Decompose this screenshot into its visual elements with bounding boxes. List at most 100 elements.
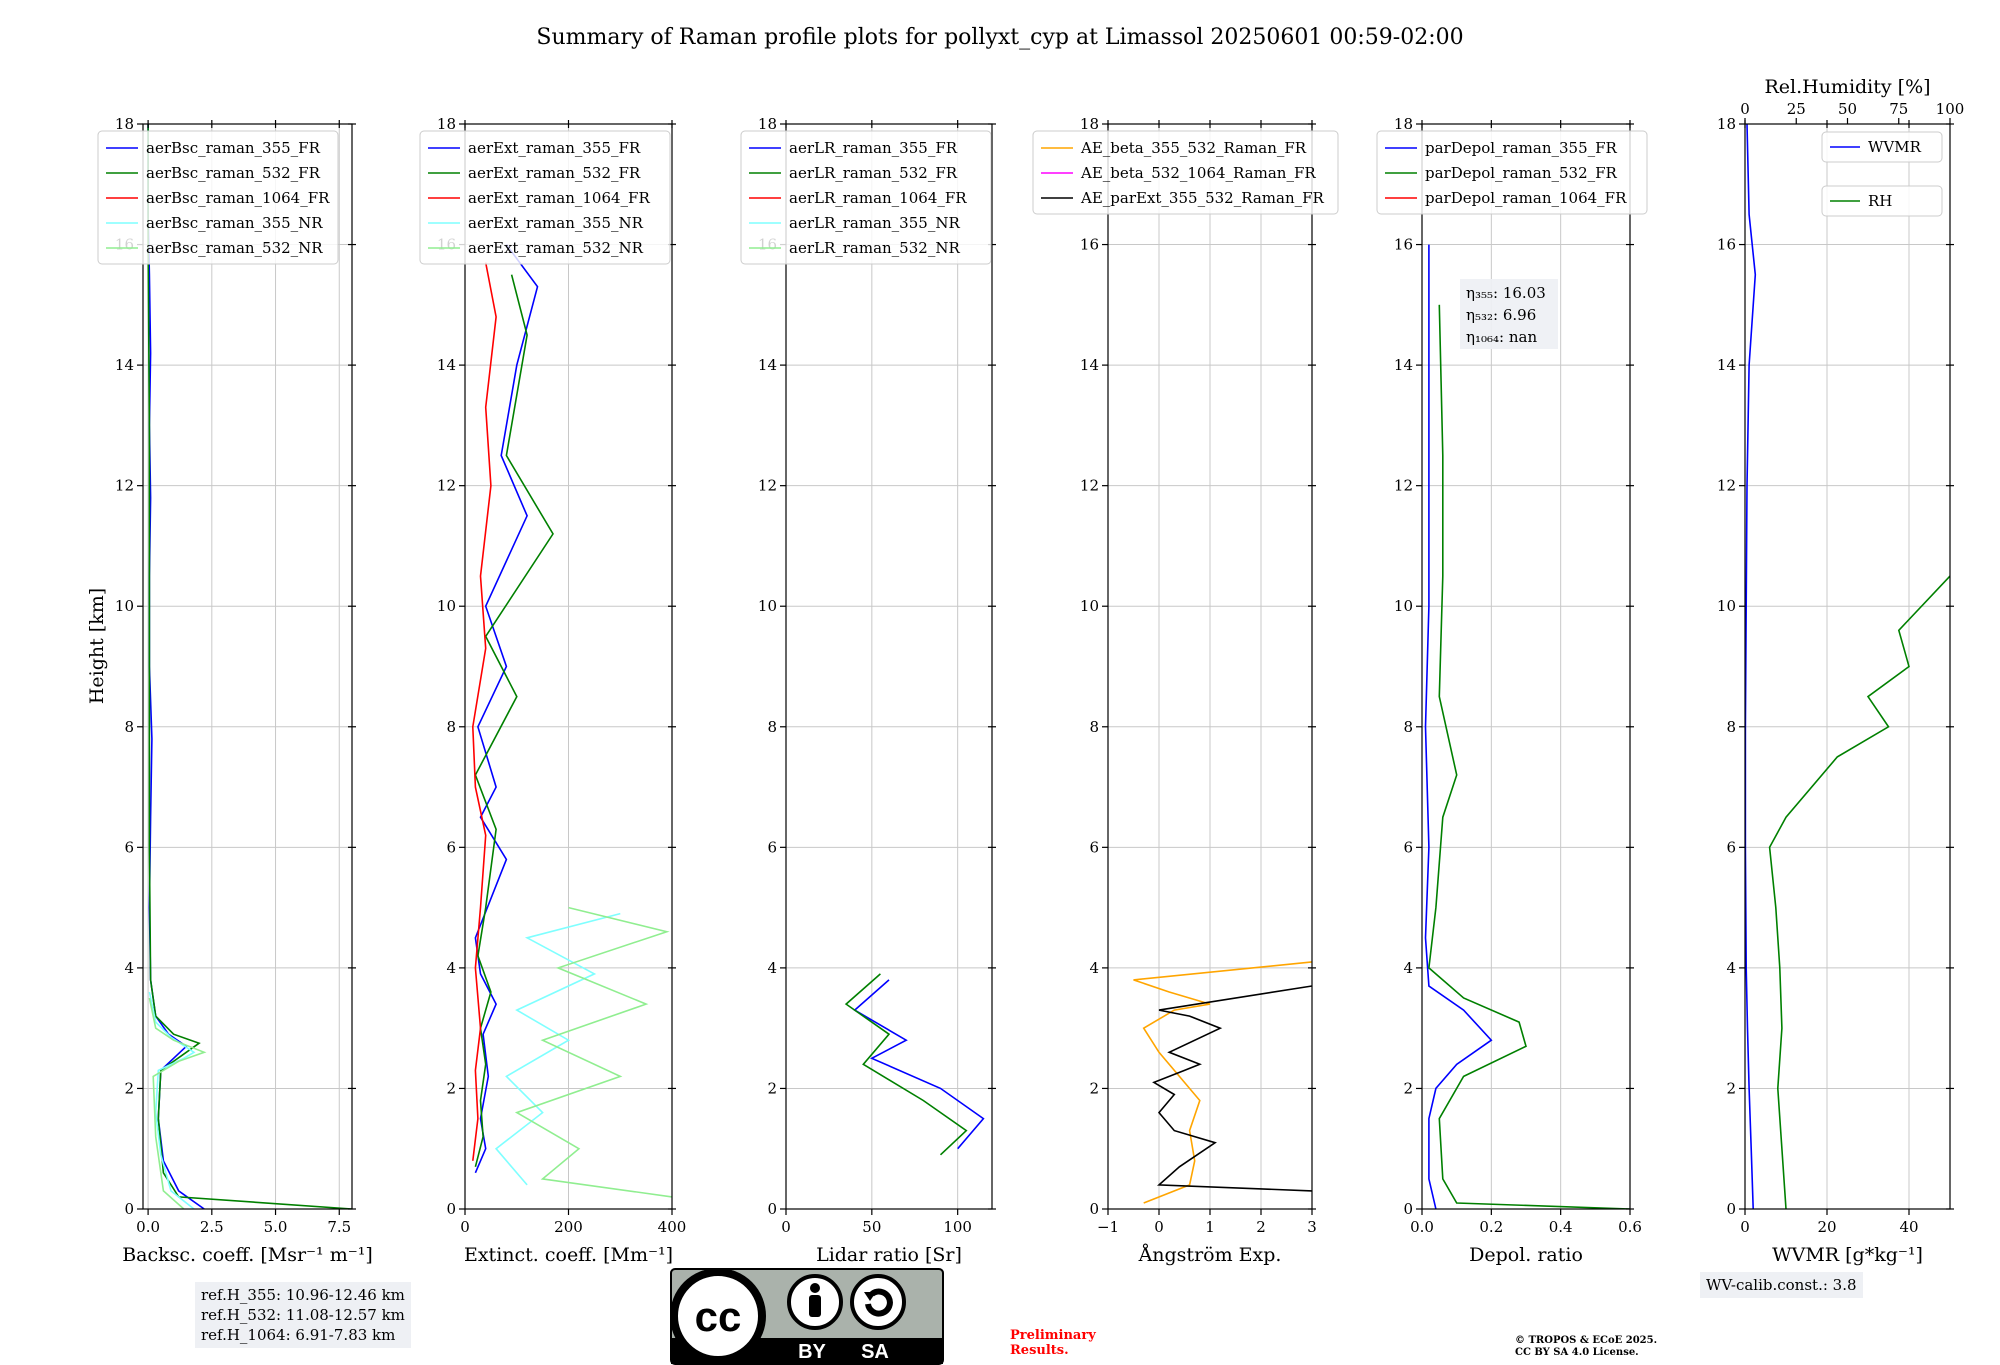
x-tick-label: 40 xyxy=(1899,1218,1918,1236)
eta-annotation-line: η₁₀₆₄: nan xyxy=(1466,328,1537,346)
legend-label: aerLR_raman_532_NR xyxy=(789,239,960,257)
legend-label: parDepol_raman_532_FR xyxy=(1425,164,1618,182)
series-line xyxy=(147,124,352,1209)
legend-label: aerExt_raman_532_FR xyxy=(468,164,641,182)
y-tick-label: 8 xyxy=(1403,718,1413,736)
x-tick-label: 0.0 xyxy=(136,1218,160,1236)
cc-mark-text: cc xyxy=(695,1293,742,1340)
x-axis-label: Lidar ratio [Sr] xyxy=(816,1244,962,1266)
x-tick-label: 200 xyxy=(554,1218,583,1236)
legend-label: aerBsc_raman_355_NR xyxy=(146,214,323,232)
x-tick-label: 0.2 xyxy=(1479,1218,1503,1236)
y-tick-label: 10 xyxy=(437,597,456,615)
x-axis-label: Extinct. coeff. [Mm⁻¹] xyxy=(464,1244,673,1266)
series-line xyxy=(474,244,539,1174)
legend-box xyxy=(1376,130,1648,215)
x-tick-label: 0.6 xyxy=(1618,1218,1642,1236)
x2-tick-label: 75 xyxy=(1889,100,1908,118)
y-tick-label: 10 xyxy=(1394,597,1413,615)
y-tick-label: 0 xyxy=(1089,1200,1099,1218)
y-tick-label: 0 xyxy=(1726,1200,1736,1218)
legend-label: aerBsc_raman_532_NR xyxy=(146,239,323,257)
series-line xyxy=(1424,244,1493,1209)
y-tick-label: 18 xyxy=(758,115,777,133)
copyright-line-1: © TROPOS & ECoE 2025. xyxy=(1515,1335,1658,1346)
y-tick-label: 18 xyxy=(437,115,456,133)
x-tick-label: 50 xyxy=(862,1218,881,1236)
wv-calibration-box: WV-calib.const.: 3.8 xyxy=(1700,1272,1863,1298)
copyright-note: © TROPOS & ECoE 2025. CC BY SA 4.0 Licen… xyxy=(1515,1335,1657,1359)
figure-title: Summary of Raman profile plots for polly… xyxy=(536,25,1463,50)
y-tick-label: 2 xyxy=(124,1079,134,1097)
y-tick-label: 14 xyxy=(1394,356,1413,374)
axes-frame xyxy=(785,123,993,1210)
eta-annotation-line: η₅₃₂: 6.96 xyxy=(1466,306,1536,324)
series-line xyxy=(1152,985,1312,1192)
y-tick-label: 0 xyxy=(124,1200,134,1218)
y-tick-label: 10 xyxy=(758,597,777,615)
x-axis-label: Ångström Exp. xyxy=(1138,1244,1282,1266)
y-tick-label: 4 xyxy=(1089,959,1099,977)
y-tick-label: 18 xyxy=(1717,115,1736,133)
y-tick-label: 16 xyxy=(1717,236,1736,254)
legend-box xyxy=(1032,130,1339,215)
legend-label: aerBsc_raman_1064_FR xyxy=(146,189,330,207)
y-tick-label: 6 xyxy=(1403,838,1413,856)
reference-height-box: ref.H_355: 10.96-12.46 km ref.H_532: 11.… xyxy=(195,1282,411,1348)
y-tick-label: 6 xyxy=(446,838,456,856)
y-tick-label: 2 xyxy=(1726,1079,1736,1097)
sa-share-icon xyxy=(850,1274,906,1330)
y-tick-label: 12 xyxy=(758,477,777,495)
y-tick-label: 8 xyxy=(1726,718,1736,736)
y-tick-label: 16 xyxy=(1080,236,1099,254)
y-tick-label: 4 xyxy=(1403,959,1413,977)
x-tick-label: 3 xyxy=(1307,1218,1317,1236)
legend-box xyxy=(97,130,339,265)
series-line xyxy=(471,262,497,1161)
legend-label: aerBsc_raman_532_FR xyxy=(146,164,321,182)
axes-frame xyxy=(1421,123,1631,1210)
eta-annotation-box xyxy=(1460,279,1558,349)
y-tick-label: 14 xyxy=(758,356,777,374)
y-tick-label: 10 xyxy=(115,597,134,615)
y-tick-label: 12 xyxy=(1717,477,1736,495)
x-tick-label: 1 xyxy=(1205,1218,1215,1236)
legend-label: AE_beta_355_532_Raman_FR xyxy=(1080,139,1307,157)
legend-label: aerExt_raman_355_FR xyxy=(468,139,641,157)
panel-3: 024681012141618050100Lidar ratio [Sr]aer… xyxy=(740,115,996,1266)
x-tick-label: 0 xyxy=(781,1218,791,1236)
ref-height-355: ref.H_355: 10.96-12.46 km xyxy=(201,1286,405,1304)
y-tick-label: 12 xyxy=(1394,477,1413,495)
legend-box xyxy=(1821,185,1943,217)
y-tick-label: 4 xyxy=(1726,959,1736,977)
y-tick-label: 6 xyxy=(1089,838,1099,856)
series-line xyxy=(1133,961,1312,1204)
y-tick-label: 8 xyxy=(446,718,456,736)
y-tick-label: 0 xyxy=(1403,1200,1413,1218)
x-axis-label: Depol. ratio xyxy=(1469,1244,1583,1266)
legend-label: parDepol_raman_1064_FR xyxy=(1425,189,1627,207)
series-line xyxy=(148,997,207,1209)
legend-label: AE_parExt_355_532_Raman_FR xyxy=(1080,189,1325,207)
x-axis-label: WVMR [g*kg⁻¹] xyxy=(1772,1244,1923,1266)
series-line xyxy=(1428,304,1630,1209)
x-tick-label: 0.4 xyxy=(1549,1218,1573,1236)
cc-by-sa-logo: cc BY SA xyxy=(670,1268,944,1365)
y-tick-label: 0 xyxy=(767,1200,777,1218)
y-tick-label: 14 xyxy=(115,356,134,374)
y-tick-label: 0 xyxy=(446,1200,456,1218)
x-tick-label: 0 xyxy=(1154,1218,1164,1236)
legend-box xyxy=(740,130,992,265)
y-tick-label: 12 xyxy=(437,477,456,495)
y-tick-label: 6 xyxy=(1726,838,1736,856)
y-tick-label: 12 xyxy=(115,477,134,495)
x-tick-label: 20 xyxy=(1817,1218,1836,1236)
x-tick-label: 100 xyxy=(943,1218,972,1236)
series-line xyxy=(853,979,985,1150)
axes-frame xyxy=(1744,123,1951,1210)
y-tick-label: 14 xyxy=(1717,356,1736,374)
x2-tick-label: 0 xyxy=(1740,100,1750,118)
series-line xyxy=(474,274,554,1167)
